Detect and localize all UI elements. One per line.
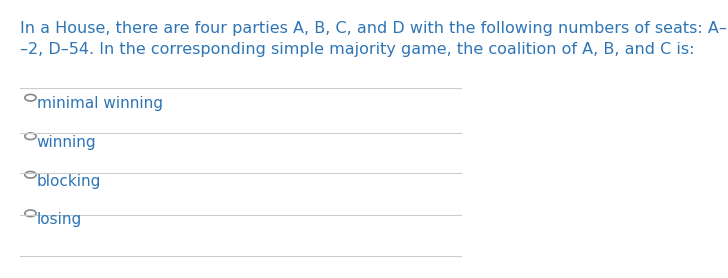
Text: winning: winning — [36, 135, 96, 150]
Text: losing: losing — [36, 212, 82, 227]
Text: minimal winning: minimal winning — [36, 96, 162, 111]
Text: In a House, there are four parties A, B, C, and D with the following numbers of : In a House, there are four parties A, B,… — [20, 21, 728, 57]
Text: blocking: blocking — [36, 173, 101, 188]
